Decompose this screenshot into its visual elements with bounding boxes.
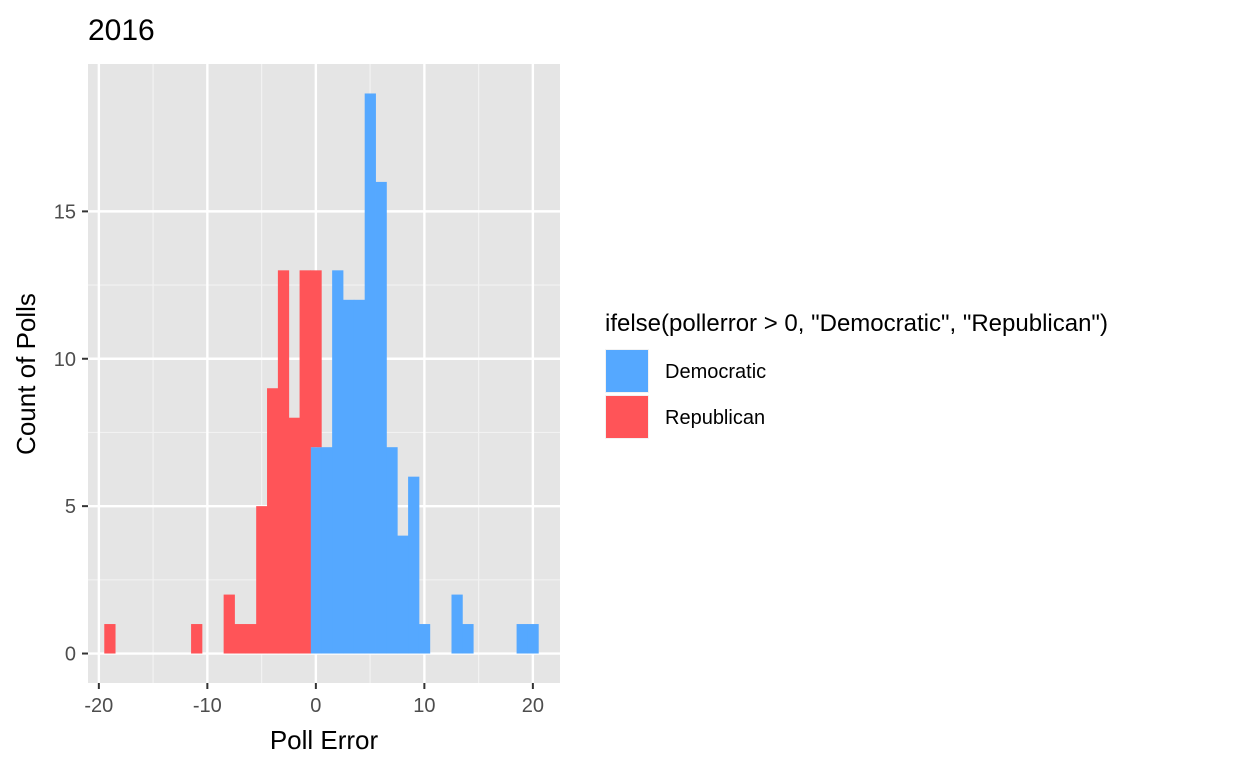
legend-title: ifelse(pollerror > 0, "Democratic", "Rep… xyxy=(605,310,1108,337)
histogram-bar-democratic xyxy=(321,447,333,654)
histogram-bar-republican xyxy=(104,624,116,654)
histogram-bar-democratic xyxy=(408,476,420,654)
histogram-bar-democratic xyxy=(364,93,376,654)
histogram-bar-republican xyxy=(223,594,235,654)
y-tick-label: 0 xyxy=(65,644,76,666)
histogram-bar-democratic xyxy=(516,624,528,654)
histogram-bar-republican xyxy=(234,624,246,654)
y-axis-label: Count of Polls xyxy=(11,293,41,455)
histogram-bar-republican xyxy=(256,506,268,654)
histogram-bar-republican xyxy=(288,417,300,654)
histogram-bar-republican xyxy=(310,270,322,448)
histogram-bar-republican xyxy=(299,270,311,654)
histogram-bar-democratic xyxy=(342,299,355,654)
x-tick-label: 20 xyxy=(522,695,544,717)
histogram-bar-democratic xyxy=(451,594,463,654)
histogram-bar-democratic xyxy=(386,447,398,654)
y-axis: 0 5 10 15 xyxy=(54,201,88,666)
legend: ifelse(pollerror > 0, "Democratic", "Rep… xyxy=(605,310,1108,439)
histogram-bar-democratic xyxy=(332,270,344,654)
chart-title: 2016 xyxy=(88,14,155,47)
histogram-bar-democratic xyxy=(527,624,539,654)
x-tick-label: -10 xyxy=(193,695,222,717)
histogram-bar-democratic xyxy=(462,624,474,654)
x-tick-label: -20 xyxy=(84,695,113,717)
histogram-bar-democratic xyxy=(375,181,387,654)
legend-label-republican: Republican xyxy=(665,407,765,429)
histogram-bar-democratic xyxy=(397,535,409,654)
x-tick-label: 0 xyxy=(310,695,321,717)
histogram-bar-republican xyxy=(191,624,203,654)
histogram-bar-democratic xyxy=(353,299,366,654)
histogram-bar-republican xyxy=(245,624,257,654)
histogram-bar-republican xyxy=(277,270,290,654)
x-axis: -20 -10 0 10 20 xyxy=(84,683,544,717)
legend-label-democratic: Democratic xyxy=(665,361,766,383)
legend-swatch-republican xyxy=(606,396,648,438)
x-tick-label: 10 xyxy=(413,695,435,717)
y-tick-label: 10 xyxy=(54,349,76,371)
y-tick-label: 5 xyxy=(65,496,76,518)
bars xyxy=(104,93,539,654)
histogram-bar-democratic xyxy=(310,447,322,654)
y-tick-label: 15 xyxy=(54,201,76,223)
legend-swatch-democratic xyxy=(606,350,648,392)
histogram-bar-democratic xyxy=(418,624,431,654)
histogram-bar-republican xyxy=(267,388,279,654)
x-axis-label: Poll Error xyxy=(270,725,379,755)
